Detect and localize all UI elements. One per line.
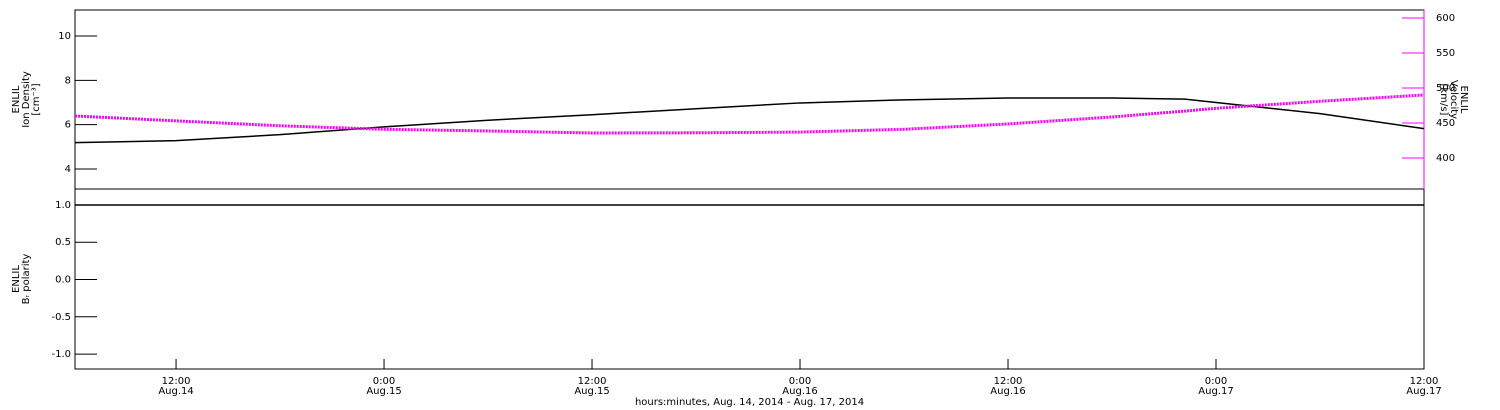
x-tick-sublabel: Aug.15 <box>574 386 609 397</box>
data-line <box>74 93 1425 135</box>
y2-axis-title: ENLIL <box>1458 86 1469 114</box>
y-tick-label: 10 <box>58 31 71 42</box>
x-axis-title: hours:minutes, Aug. 14, 2014 - Aug. 17, … <box>635 397 864 408</box>
x-tick-sublabel: Aug.15 <box>366 386 401 397</box>
x-tick-label: 12:00 <box>578 376 607 387</box>
x-tick-label: 0:00 <box>1205 376 1227 387</box>
y-axis-title: ENLIL <box>11 265 22 293</box>
x-tick-sublabel: Aug.14 <box>158 386 193 397</box>
y2-tick-label: 500 <box>1436 83 1455 94</box>
x-tick-sublabel: Aug.16 <box>990 386 1025 397</box>
x-tick-label: 0:00 <box>789 376 811 387</box>
y-tick-label: 0.5 <box>55 237 71 248</box>
y-axis-title: Ion Density <box>21 71 32 128</box>
y-tick-label: 4 <box>65 164 71 175</box>
y-axis-title: [cm⁻³] <box>31 83 42 115</box>
x-tick-sublabel: Aug.17 <box>1198 386 1233 397</box>
y-tick-label: -0.5 <box>51 312 71 323</box>
y-tick-label: 1.0 <box>55 200 71 211</box>
y-axis-title: ENLIL <box>11 85 22 113</box>
y-tick-label: -1.0 <box>51 349 71 360</box>
bottom-frame <box>74 188 1425 370</box>
top-frame <box>74 9 1425 190</box>
y-axis-title: Bᵣ polarity <box>21 254 32 305</box>
x-tick-sublabel: Aug.16 <box>782 386 817 397</box>
y2-axis-title: [km/s] <box>1438 84 1449 116</box>
y-tick-label: 6 <box>65 120 71 131</box>
x-tick-label: 12:00 <box>994 376 1023 387</box>
y-tick-label: 0.0 <box>55 275 71 286</box>
y2-tick-label: 600 <box>1436 13 1455 24</box>
x-tick-label: 12:00 <box>162 376 191 387</box>
y2-tick-label: 400 <box>1436 153 1455 164</box>
x-tick-label: 0:00 <box>373 376 395 387</box>
data-line <box>74 97 1425 144</box>
y2-tick-label: 550 <box>1436 48 1455 59</box>
y2-tick-label: 450 <box>1436 118 1455 129</box>
x-tick-label: 12:00 <box>1410 376 1439 387</box>
y2-axis-title: Velocity <box>1448 80 1459 119</box>
x-tick-sublabel: Aug.17 <box>1406 386 1441 397</box>
y-tick-label: 8 <box>65 75 71 86</box>
